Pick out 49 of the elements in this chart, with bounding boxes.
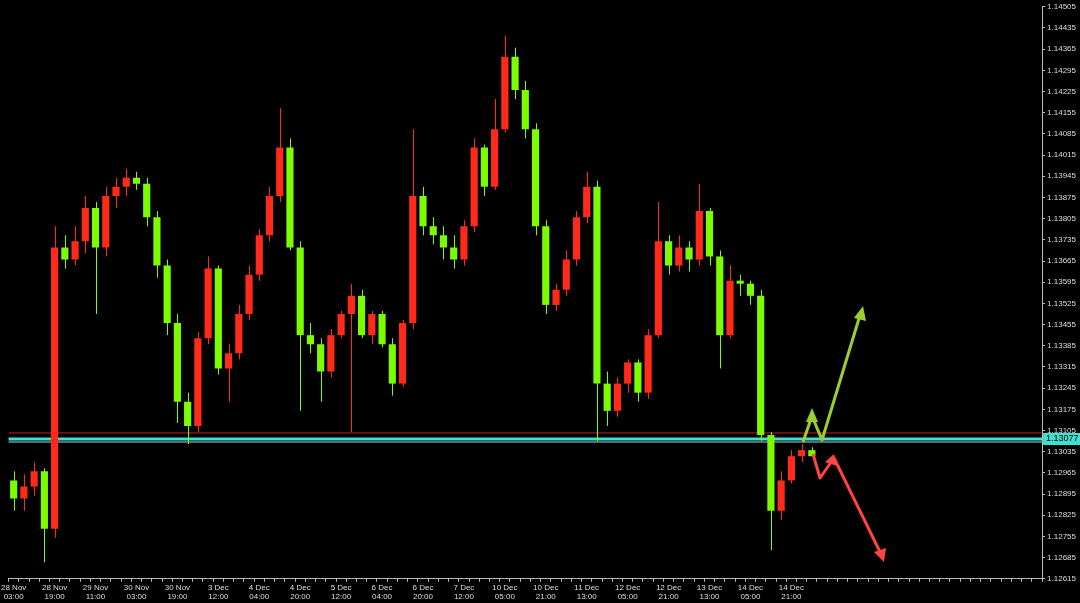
x-tick-label: 5 Dec 12:00	[330, 582, 352, 602]
x-tick-label: 13 Dec 13:00	[696, 582, 723, 602]
x-tick-label: 30 Nov 03:00	[123, 582, 150, 602]
x-tick-label: 28 Nov 03:00	[0, 582, 27, 602]
x-tick-label: 7 Dec 12:00	[453, 582, 475, 602]
y-tick-label: 1.12965	[1047, 468, 1077, 478]
x-tick-label: 4 Dec 20:00	[289, 582, 311, 602]
y-tick-label: 1.14085	[1047, 129, 1077, 139]
y-tick-label: 1.13945	[1047, 171, 1077, 181]
y-tick-label: 1.13245	[1047, 383, 1077, 393]
y-tick-label: 1.13525	[1047, 298, 1077, 308]
y-tick-label: 1.13175	[1047, 404, 1077, 414]
y-tick-label: 1.13595	[1047, 277, 1077, 287]
x-tick-label: 6 Dec 04:00	[371, 582, 393, 602]
y-tick-label: 1.13875	[1047, 192, 1077, 202]
y-tick-label: 1.14155	[1047, 107, 1077, 117]
x-tick-label: 29 Nov 11:00	[82, 582, 109, 602]
y-tick-label: 1.14015	[1047, 150, 1077, 160]
y-tick-label: 1.13315	[1047, 362, 1077, 372]
y-tick-label: 1.12755	[1047, 531, 1077, 541]
y-tick-label: 1.12615	[1047, 574, 1077, 583]
y-tick-label: 1.13455	[1047, 319, 1077, 329]
y-tick-label: 1.14435	[1047, 23, 1077, 33]
x-tick-label: 28 Nov 19:00	[41, 582, 68, 602]
x-tick-label: 10 Dec 05:00	[492, 582, 518, 602]
y-tick-label: 1.13665	[1047, 256, 1077, 266]
y-tick-label: 1.13035	[1047, 446, 1077, 456]
x-tick-label: 4 Dec 04:00	[248, 582, 270, 602]
y-tick-label: 1.13805	[1047, 213, 1077, 223]
x-tick-label: 6 Dec 20:00	[412, 582, 434, 602]
y-tick-label: 1.13105	[1047, 425, 1077, 435]
ref-line-label: 1.13077	[1046, 433, 1079, 444]
x-tick-label: 3 Dec 12:00	[207, 582, 229, 602]
x-tick-label: 14 Dec 05:00	[737, 582, 764, 602]
y-tick-label: 1.12825	[1047, 510, 1077, 520]
y-tick-label: 1.12895	[1047, 489, 1077, 499]
y-tick-label: 1.14365	[1047, 44, 1077, 54]
x-tick-label: 11 Dec 13:00	[574, 582, 600, 602]
x-tick-label: 12 Dec 05:00	[614, 582, 641, 602]
x-tick-label: 10 Dec 21:00	[533, 582, 559, 602]
y-tick-label: 1.12685	[1047, 552, 1077, 562]
y-tick-label: 1.14225	[1047, 86, 1077, 96]
x-tick-label: 12 Dec 21:00	[655, 582, 682, 602]
y-tick-label: 1.14295	[1047, 65, 1077, 75]
x-tick-label: 30 Nov 19:00	[164, 582, 191, 602]
y-tick-label: 1.14505	[1047, 2, 1077, 11]
y-tick-label: 1.13735	[1047, 235, 1077, 245]
y-tick-label: 1.13385	[1047, 340, 1077, 350]
x-tick-label: 14 Dec 21:00	[778, 582, 805, 602]
